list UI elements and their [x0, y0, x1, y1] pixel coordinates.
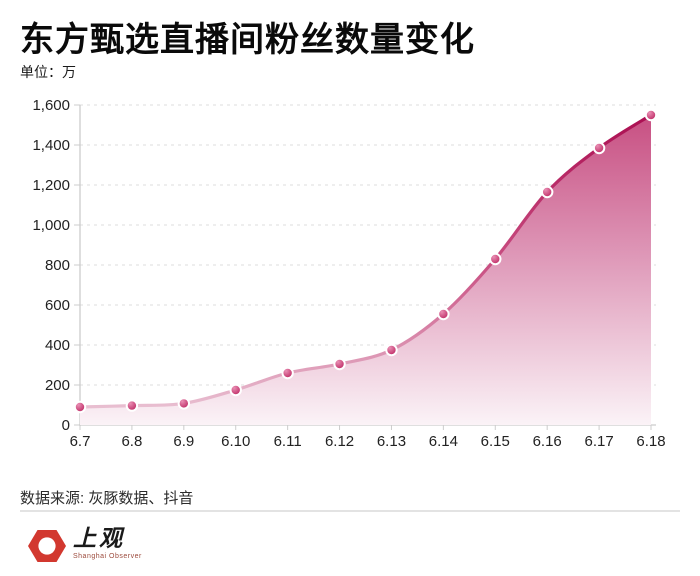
area-fill	[80, 115, 651, 425]
y-tick-label: 0	[62, 417, 70, 434]
data-point-marker	[592, 141, 606, 155]
hexagon-logo-icon	[28, 530, 66, 562]
y-tick-label: 800	[45, 257, 70, 274]
unit-label: 单位：万	[20, 64, 76, 80]
y-tick-label: 1,600	[32, 97, 70, 114]
data-point-marker	[125, 399, 139, 412]
footer-divider	[20, 510, 680, 512]
fans-trend-chart: 0 200 400 600 800 1,000 1,200 1,400 1,600 6.7 6.8 6…	[32, 97, 665, 450]
y-tick-label: 200	[45, 377, 70, 394]
y-tick-label: 1,200	[32, 177, 70, 194]
x-tick-label: 6.13	[377, 433, 406, 450]
x-tick-label: 6.10	[221, 433, 250, 450]
data-point-marker	[177, 397, 191, 410]
chart-title: 东方甄选直播间粉丝数量变化	[20, 21, 475, 59]
data-point-marker	[437, 307, 450, 321]
logo-subtitle: Shanghai Observer	[73, 553, 142, 560]
data-source-note: 数据来源: 灰豚数据、抖音	[20, 490, 194, 507]
x-tick-label: 6.9	[173, 433, 194, 450]
x-tick-label: 6.16	[533, 433, 562, 450]
data-point-marker	[644, 108, 658, 122]
logo-name: 上观	[73, 525, 125, 552]
x-tick-label: 6.8	[121, 433, 142, 450]
y-tick-label: 1,000	[32, 217, 70, 234]
area-chart-canvas: 0 200 400 600 800 1,000 1,200 1,400 1,600 6.7 6.8 6…	[32, 97, 665, 450]
y-tick-label: 600	[45, 297, 70, 314]
x-tick-label: 6.11	[274, 433, 302, 450]
data-point-marker	[333, 357, 346, 371]
data-point-marker	[229, 383, 242, 397]
x-tick-label: 6.12	[325, 433, 354, 450]
data-point-marker	[385, 343, 398, 357]
x-tick-label: 6.14	[429, 433, 458, 450]
data-point-marker	[281, 366, 294, 380]
x-tick-label: 6.17	[584, 433, 613, 450]
x-tick-label: 6.15	[481, 433, 510, 450]
logo-text-block: 上观 Shanghai Observer	[73, 525, 142, 561]
data-point-marker	[540, 185, 554, 199]
x-tick-label: 6.18	[636, 433, 665, 450]
x-tick-label: 6.7	[70, 433, 91, 450]
shanghai-observer-logo: 上观 Shanghai Observer	[28, 527, 142, 563]
y-tick-label: 1,400	[32, 137, 70, 154]
y-tick-label: 400	[45, 337, 70, 354]
data-point-marker	[489, 252, 502, 266]
data-point-marker	[73, 400, 87, 414]
